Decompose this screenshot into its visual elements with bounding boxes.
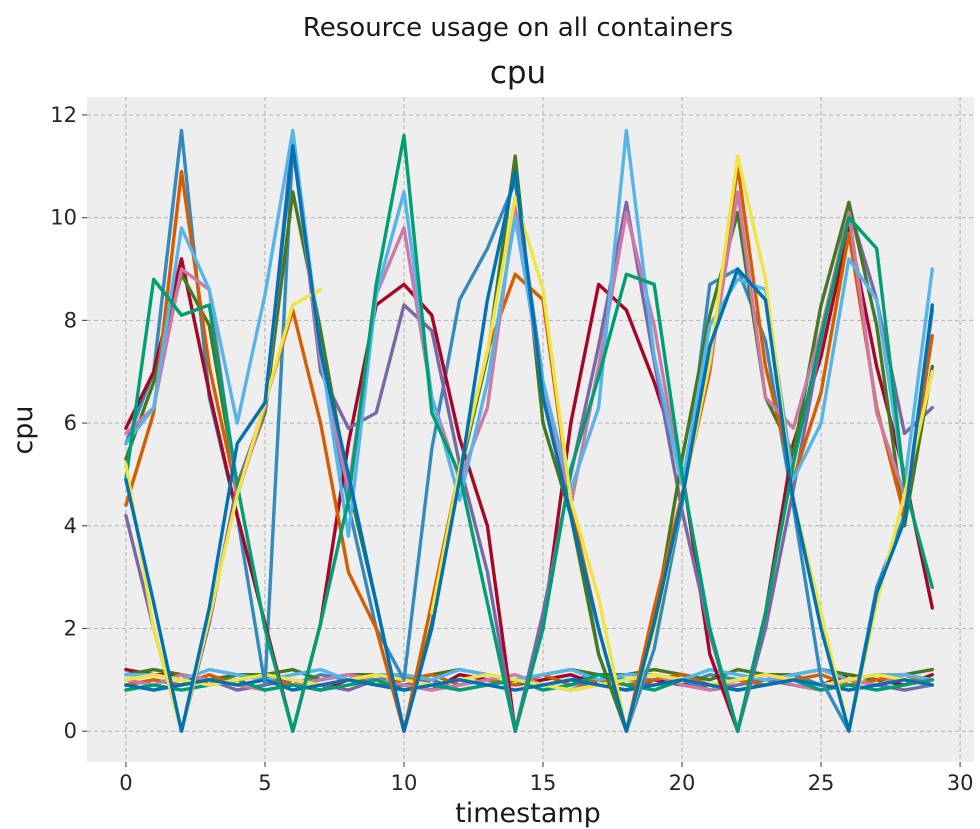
- series-line-8: [124, 133, 934, 733]
- x-tick-label: 20: [669, 771, 696, 795]
- series-lines: [124, 128, 934, 733]
- x-axis-ticks: 0 5 10 15 20 25 30: [119, 762, 973, 795]
- y-tick-label: 0: [64, 719, 77, 743]
- y-tick-label: 6: [64, 411, 77, 435]
- series-line-20: [124, 678, 934, 692]
- chart-suptitle: Resource usage on all containers: [303, 13, 733, 43]
- y-tick-label: 4: [64, 514, 77, 538]
- y-tick-label: 12: [50, 103, 77, 127]
- chart-title: cpu: [490, 55, 546, 91]
- x-tick-label: 15: [530, 771, 557, 795]
- y-axis-ticks: 0 2 4 6 8 10 12: [50, 103, 87, 743]
- x-tick-label: 5: [258, 771, 271, 795]
- y-axis-label: cpu: [8, 405, 39, 454]
- series-line-7: [124, 128, 934, 538]
- x-tick-label: 25: [808, 771, 835, 795]
- x-tick-label: 10: [391, 771, 418, 795]
- x-axis-label: timestamp: [455, 798, 601, 829]
- y-tick-label: 8: [64, 308, 77, 332]
- y-tick-label: 10: [50, 206, 77, 230]
- y-tick-label: 2: [64, 616, 77, 640]
- x-tick-label: 30: [947, 771, 974, 795]
- grid-lines: [87, 97, 974, 762]
- x-tick-label: 0: [119, 771, 132, 795]
- series-line-10: [124, 144, 934, 733]
